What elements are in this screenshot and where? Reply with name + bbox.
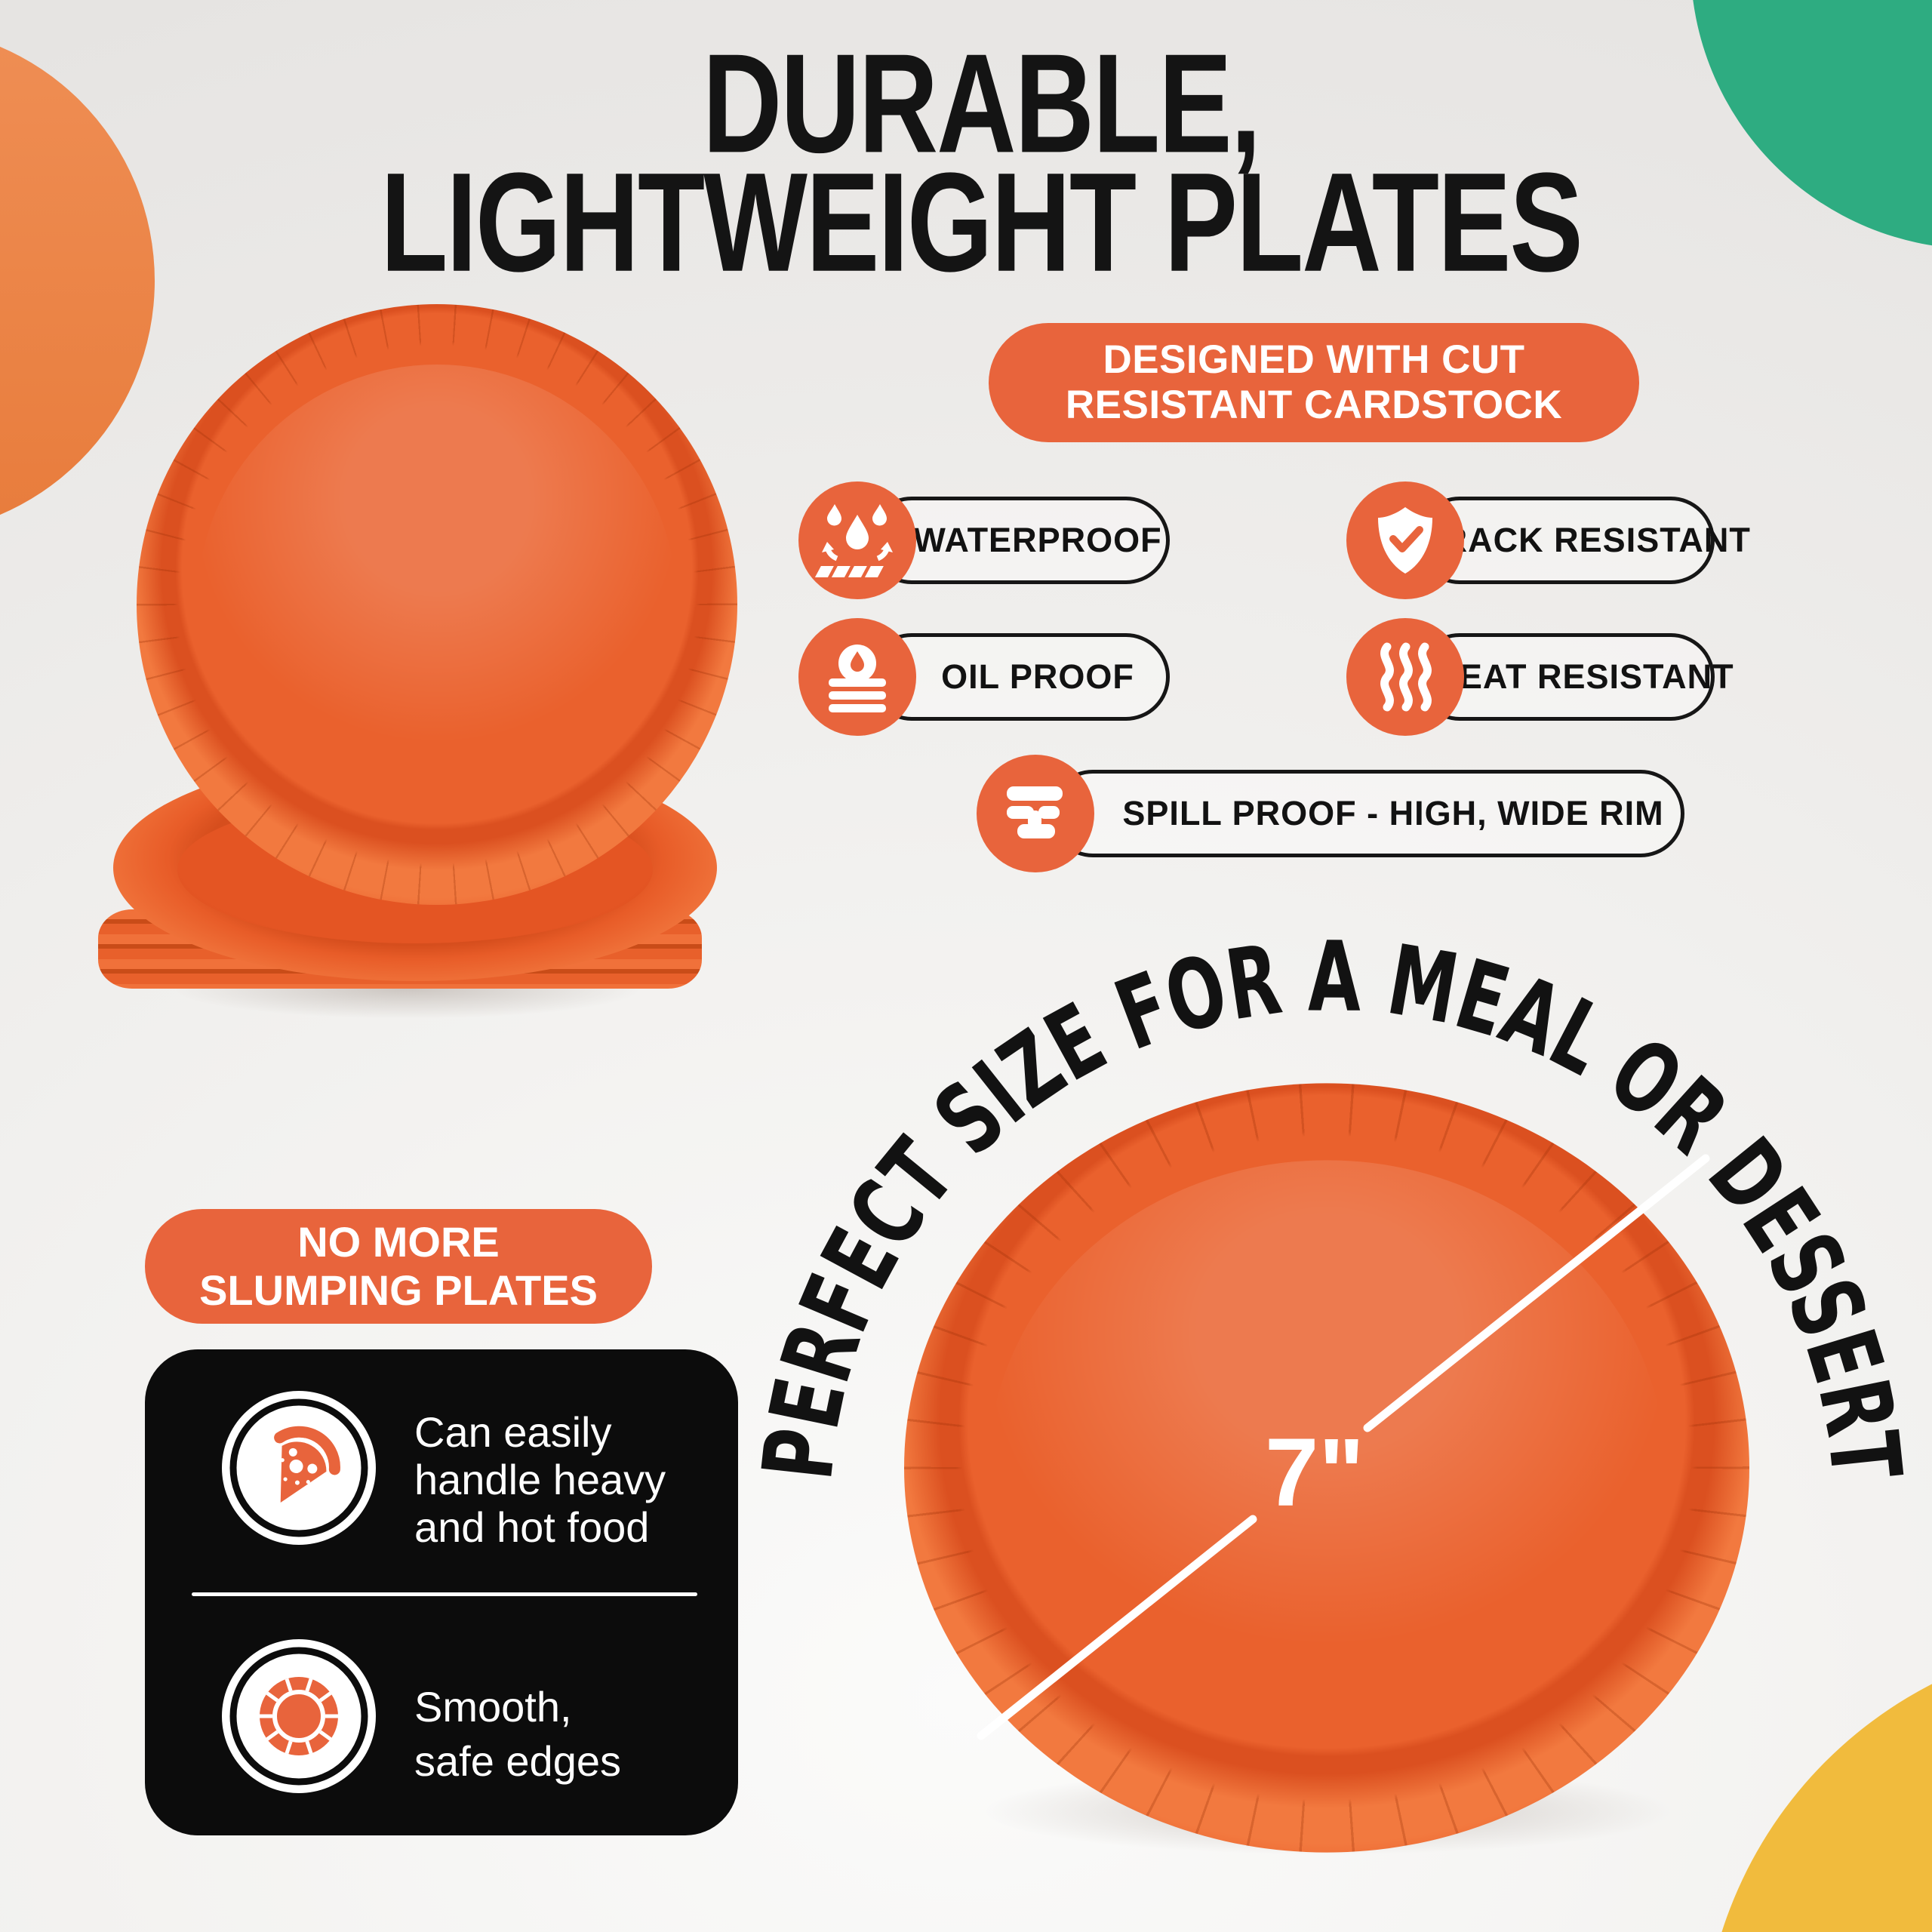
- pizza-slice-icon: [222, 1391, 376, 1545]
- cardstock-badge: DESIGNED WITH CUT RESISTANT CARDSTOCK: [989, 323, 1639, 442]
- feature-label: CRACK RESISTANT: [1417, 521, 1751, 559]
- feature-label: SPILL PROOF - HIGH, WIDE RIM: [1122, 794, 1664, 832]
- no-more-line1: NO MORE: [297, 1218, 500, 1266]
- oil-drop-icon: [798, 618, 916, 736]
- feature-pill-heat-resistant: HEAT RESISTANT: [1416, 633, 1734, 721]
- benefit-text-heavy-food: Can easily handle heavy and hot food: [414, 1408, 666, 1551]
- water-drops-icon: [798, 481, 916, 599]
- feature-pill-crack-resistant: CRACK RESISTANT: [1416, 497, 1750, 584]
- feature-label: HEAT RESISTANT: [1434, 657, 1734, 696]
- no-more-slumping-pill: NO MORE SLUMPING PLATES: [145, 1209, 652, 1324]
- plate-edge-icon: [222, 1639, 376, 1793]
- upright-plate: [137, 304, 737, 905]
- benefits-box: Can easily handle heavy and hot food: [145, 1349, 738, 1835]
- page-title-line1: DURABLE,: [702, 24, 1261, 183]
- feature-label: OIL PROOF: [941, 657, 1134, 696]
- page-title-line2: LIGHTWEIGHT PLATES: [380, 143, 1583, 301]
- benefits-divider: [192, 1592, 697, 1596]
- feature-label: WATERPROOF: [913, 521, 1162, 559]
- plate-rim-icon: [977, 755, 1094, 872]
- heat-waves-icon: [1346, 618, 1464, 736]
- feature-pill-waterproof: WATERPROOF: [868, 497, 1170, 584]
- seven-inch-plate: [904, 1083, 1749, 1853]
- page-title: DURABLE, LIGHTWEIGHT PLATES: [30, 24, 1932, 301]
- benefit-text-safe-edges: Smooth, safe edges: [414, 1683, 621, 1785]
- cardstock-badge-line2: RESISTANT CARDSTOCK: [1065, 383, 1563, 427]
- cardstock-badge-line1: DESIGNED WITH CUT: [1103, 337, 1525, 382]
- shield-check-icon: [1346, 481, 1464, 599]
- feature-pill-oil-proof: OIL PROOF: [868, 633, 1170, 721]
- no-more-line2: SLUMPING PLATES: [199, 1266, 598, 1314]
- feature-pill-spill-proof: SPILL PROOF - HIGH, WIDE RIM: [1049, 770, 1684, 857]
